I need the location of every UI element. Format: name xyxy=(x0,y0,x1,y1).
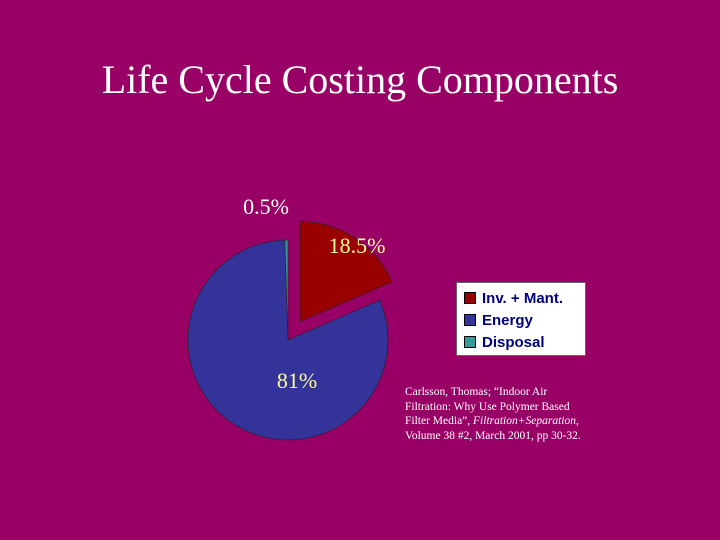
legend-label-disposal: Disposal xyxy=(482,333,545,351)
citation-line-3-post: , xyxy=(576,415,579,428)
citation-line-2: Filtration: Why Use Polymer Based xyxy=(405,400,570,413)
pie-label-disposal: 0.5% xyxy=(243,194,289,219)
slide-title: Life Cycle Costing Components xyxy=(101,57,619,102)
pie-label-inv-mant: 18.5% xyxy=(329,233,386,258)
citation-line-4: Volume 38 #2, March 2001, pp 30-32. xyxy=(405,429,581,442)
citation-journal: Filtration+Separation xyxy=(473,415,576,428)
legend-label-energy: Energy xyxy=(482,311,533,329)
legend-swatch-inv-mant xyxy=(464,292,476,304)
legend-item-disposal: Disposal xyxy=(464,331,585,353)
citation: Carlsson, Thomas; “Indoor Air Filtration… xyxy=(405,385,615,443)
pie-slice-energy xyxy=(187,239,389,441)
citation-line-3-pre: Filter Media”, xyxy=(405,415,474,428)
citation-line-1: Carlsson, Thomas; “Indoor Air xyxy=(405,386,548,398)
legend-swatch-energy xyxy=(464,314,476,326)
chart-legend: Inv. + Mant. Energy Disposal xyxy=(456,282,586,356)
legend-label-inv-mant: Inv. + Mant. xyxy=(482,289,563,307)
pie-slice-inv-mant xyxy=(299,221,393,323)
legend-item-energy: Energy xyxy=(464,309,585,331)
legend-item-inv-mant: Inv. + Mant. xyxy=(464,287,585,309)
pie-slice-disposal xyxy=(284,239,289,341)
pie-label-energy: 81% xyxy=(277,368,317,393)
citation-line-3: Filter Media”, Filtration+Separation, xyxy=(405,414,615,429)
legend-swatch-disposal xyxy=(464,336,476,348)
